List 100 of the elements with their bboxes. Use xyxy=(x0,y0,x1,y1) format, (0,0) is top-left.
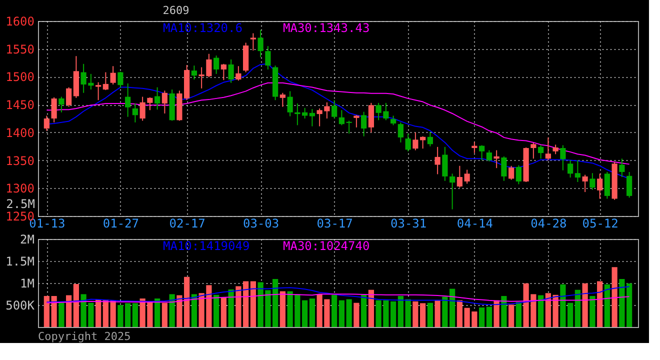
candlestick xyxy=(464,169,470,184)
candlestick xyxy=(250,32,256,52)
x-tick-label: 03-17 xyxy=(316,216,353,230)
candlestick xyxy=(132,102,138,123)
candlestick xyxy=(220,63,226,81)
candlestick xyxy=(332,100,338,119)
line-series xyxy=(46,294,630,304)
candlestick xyxy=(280,92,286,108)
bar xyxy=(44,296,50,327)
bar xyxy=(236,286,242,327)
bar xyxy=(412,301,418,327)
candlestick xyxy=(338,110,344,126)
bar xyxy=(456,300,462,327)
candlestick xyxy=(626,171,632,198)
candlestick xyxy=(58,96,64,113)
candlestick xyxy=(501,156,507,182)
bar xyxy=(302,300,308,327)
candlestick xyxy=(619,158,625,178)
bar xyxy=(58,302,64,327)
candlestick xyxy=(309,108,315,127)
bar xyxy=(604,284,610,327)
bar xyxy=(154,298,160,327)
bar xyxy=(102,300,108,327)
bar xyxy=(272,278,278,327)
candlestick xyxy=(574,160,580,183)
candlestick xyxy=(568,160,574,178)
candlestick xyxy=(434,146,440,175)
candlestick xyxy=(44,115,50,132)
candlestick xyxy=(427,131,433,147)
candlestick xyxy=(456,165,462,188)
bar xyxy=(132,303,138,327)
bar xyxy=(125,303,131,327)
bar xyxy=(73,284,79,327)
candlestick xyxy=(118,71,124,88)
bar xyxy=(560,284,566,327)
candlestick xyxy=(214,55,220,74)
candlestick xyxy=(258,29,264,58)
bar xyxy=(420,303,426,327)
bar xyxy=(243,281,249,327)
bar xyxy=(332,294,338,327)
candlestick xyxy=(582,174,588,193)
candlestick xyxy=(516,164,522,185)
bar xyxy=(110,300,116,327)
line-series xyxy=(46,286,630,306)
bar xyxy=(574,290,580,327)
candlestick xyxy=(590,172,596,190)
y-tick-label: 1.5M xyxy=(6,254,34,268)
x-tick-label: 02-17 xyxy=(169,216,206,230)
y-tick-label: 1M xyxy=(20,276,34,290)
x-tick-label: 03-31 xyxy=(390,216,427,230)
candlestick xyxy=(545,136,551,161)
bar xyxy=(427,302,433,327)
y-tick-label: 1300 xyxy=(6,182,34,196)
candlestick xyxy=(51,96,57,123)
bar xyxy=(450,288,456,327)
bar xyxy=(597,281,603,327)
bar xyxy=(486,306,492,327)
bar xyxy=(516,302,522,327)
line-series xyxy=(46,82,630,165)
bar xyxy=(346,299,352,327)
candlestick xyxy=(162,90,168,114)
candlestick xyxy=(479,144,485,161)
text: 2.5M xyxy=(6,197,35,211)
candlestick xyxy=(412,132,418,151)
chart-title: 2609 xyxy=(162,4,190,17)
bar xyxy=(96,300,102,327)
bar xyxy=(361,294,367,327)
candlestick xyxy=(287,90,293,117)
text: Copyright 2025 xyxy=(38,330,131,343)
candlestick xyxy=(538,144,544,160)
bar xyxy=(191,294,197,327)
candlestick xyxy=(236,66,242,82)
y-tick-label: 1500 xyxy=(6,70,34,84)
candlestick xyxy=(552,144,558,155)
bar xyxy=(538,295,544,327)
y-tick-label: 1400 xyxy=(6,126,34,140)
bar xyxy=(612,267,618,327)
x-tick-label: 05-12 xyxy=(582,216,618,230)
candlestick xyxy=(265,46,271,70)
bar xyxy=(214,294,220,327)
candlestick xyxy=(508,165,514,180)
bar xyxy=(118,305,124,327)
candlestick xyxy=(405,133,411,152)
bar xyxy=(442,296,448,327)
bar xyxy=(66,295,72,327)
bar xyxy=(398,296,404,327)
bar xyxy=(545,293,551,327)
text: MA10:1320.6 xyxy=(163,21,242,35)
bar xyxy=(169,294,175,327)
x-tick-label: 04-28 xyxy=(530,216,567,230)
candlestick xyxy=(66,86,72,108)
bar xyxy=(405,299,411,327)
candlestick xyxy=(354,114,360,128)
bar xyxy=(184,276,190,327)
text: MA30:1024740 xyxy=(283,239,370,253)
text: MA30:1343.43 xyxy=(283,21,370,35)
bar xyxy=(220,297,226,327)
bar xyxy=(508,304,514,327)
y-tick-label: 1450 xyxy=(6,98,34,112)
bar xyxy=(51,296,57,327)
